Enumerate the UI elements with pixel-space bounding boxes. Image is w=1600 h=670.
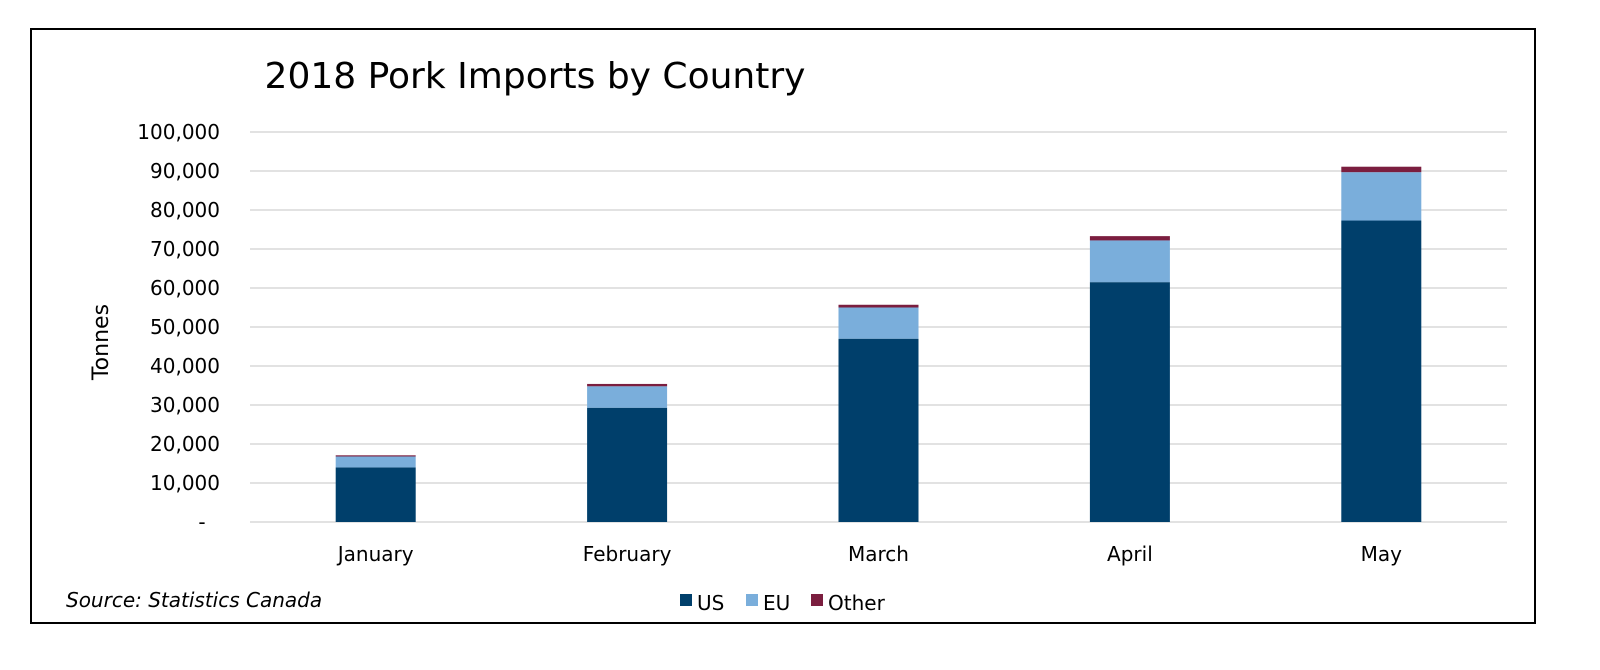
bars [335, 166, 1422, 522]
legend-label-us: US [697, 591, 724, 615]
legend-swatch-eu [746, 594, 758, 606]
bar-us-march [838, 338, 919, 522]
x-tick-label: May [1361, 542, 1403, 566]
bar-eu-may [1341, 172, 1422, 221]
x-tick-label: March [848, 542, 909, 566]
bar-other-march [838, 304, 919, 308]
chart-title: 2018 Pork Imports by Country [265, 56, 806, 97]
bar-us-january [335, 467, 416, 522]
y-tick-label: 100,000 [137, 120, 220, 144]
bar-other-february [587, 383, 668, 387]
y-tick-label: 30,000 [150, 393, 220, 417]
legend-label-other: Other [828, 591, 886, 615]
y-tick-label: 20,000 [150, 432, 220, 456]
bar-other-january [335, 455, 416, 457]
x-tick-label: April [1107, 542, 1153, 566]
y-tick-label: 90,000 [150, 159, 220, 183]
legend: US EU Other [680, 591, 886, 615]
bar-chart: 2018 Pork Imports by Country - 10,000 20,0… [66, 56, 1507, 615]
y-tick-label: 50,000 [150, 315, 220, 339]
x-axis-ticks: January February March April May [336, 542, 1402, 566]
y-tick-label: 80,000 [150, 198, 220, 222]
y-tick-label: 40,000 [150, 354, 220, 378]
bar-other-april [1089, 236, 1170, 241]
y-axis-ticks: - 10,000 20,000 30,000 40,000 50,000 60,000 70,… [137, 120, 220, 534]
y-axis-label: Tonnes [89, 304, 114, 381]
bar-us-february [587, 407, 668, 522]
source-note: Source: Statistics Canada [66, 588, 322, 612]
legend-swatch-us [680, 594, 692, 606]
bar-us-may [1341, 220, 1422, 522]
y-tick-label: 70,000 [150, 237, 220, 261]
y-tick-label: - [198, 510, 205, 534]
chart-frame: 2018 Pork Imports by Country - 10,000 20,0… [30, 28, 1536, 624]
bar-eu-january [335, 456, 416, 468]
bar-eu-march [838, 307, 919, 339]
y-tick-label: 60,000 [150, 276, 220, 300]
legend-label-eu: EU [763, 591, 790, 615]
bar-eu-february [587, 386, 668, 408]
bar-other-may [1341, 166, 1422, 173]
bar-us-april [1089, 282, 1170, 522]
x-tick-label: February [583, 542, 672, 566]
legend-swatch-other [811, 594, 823, 606]
bar-eu-april [1089, 240, 1170, 283]
y-tick-label: 10,000 [150, 471, 220, 495]
x-tick-label: January [336, 542, 414, 566]
